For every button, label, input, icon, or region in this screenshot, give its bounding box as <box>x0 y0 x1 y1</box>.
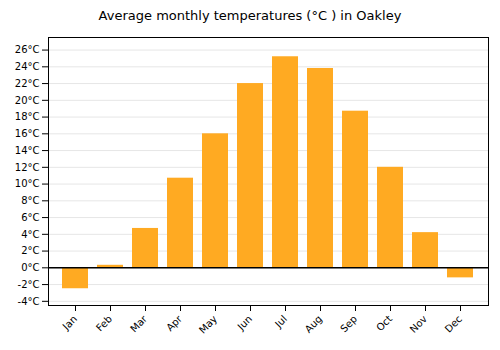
svg-text:24°C: 24°C <box>15 61 40 72</box>
svg-text:Feb: Feb <box>94 313 114 333</box>
svg-text:May: May <box>197 313 219 335</box>
svg-text:18°C: 18°C <box>15 111 40 122</box>
svg-text:8°C: 8°C <box>21 195 39 206</box>
svg-text:Oct: Oct <box>374 313 394 333</box>
svg-text:2°C: 2°C <box>21 245 39 256</box>
svg-text:0°C: 0°C <box>21 262 39 273</box>
svg-text:Jun: Jun <box>235 313 255 333</box>
svg-text:12°C: 12°C <box>15 162 40 173</box>
svg-text:6°C: 6°C <box>21 212 39 223</box>
svg-text:26°C: 26°C <box>15 44 40 55</box>
svg-text:14°C: 14°C <box>15 145 40 156</box>
svg-text:-4°C: -4°C <box>18 296 40 307</box>
svg-text:10°C: 10°C <box>15 178 40 189</box>
svg-text:16°C: 16°C <box>15 128 40 139</box>
svg-text:20°C: 20°C <box>15 95 40 106</box>
svg-text:Aug: Aug <box>303 313 325 335</box>
svg-text:Jan: Jan <box>60 313 79 332</box>
svg-text:4°C: 4°C <box>21 229 39 240</box>
svg-text:Jul: Jul <box>272 313 289 330</box>
svg-text:Sep: Sep <box>338 313 359 334</box>
svg-text:Mar: Mar <box>128 313 150 335</box>
svg-text:Nov: Nov <box>408 313 430 335</box>
html-text:Average monthly temperatures (: Average monthly temperatures (°C ) in Oa… <box>98 8 402 23</box>
svg-text:Apr: Apr <box>164 313 185 334</box>
svg-text:-2°C: -2°C <box>18 279 40 290</box>
svg-text:Dec: Dec <box>443 313 464 334</box>
svg-text:22°C: 22°C <box>15 78 40 89</box>
